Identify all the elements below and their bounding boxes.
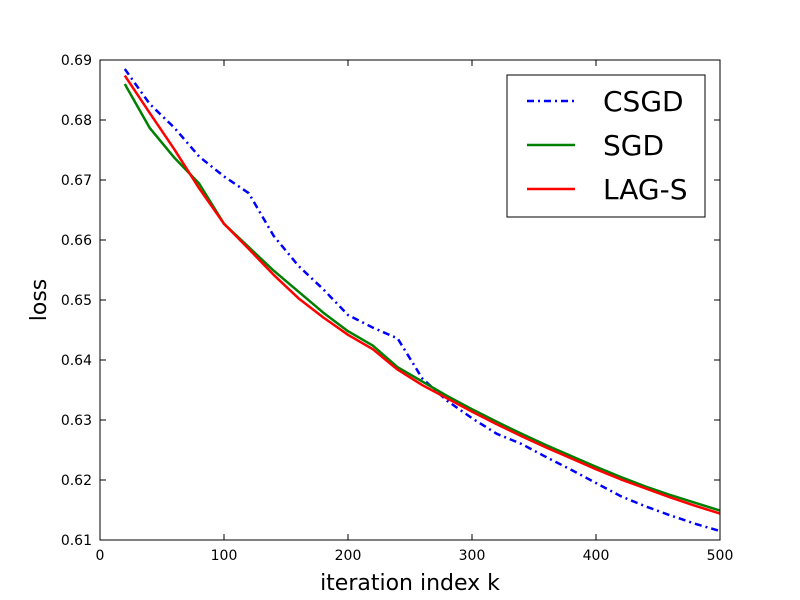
x-tick-label: 300 xyxy=(459,548,486,564)
axes-ticks: 0 100 200 300 400 500 0.61 0.62 0.63 0.64 0.65 0.66… xyxy=(61,53,734,564)
x-tick-label: 0 xyxy=(96,548,105,564)
series-line-lag-s xyxy=(123,74,721,515)
y-axis-label: loss xyxy=(27,279,52,322)
x-tick-label: 200 xyxy=(335,548,362,564)
y-tick-label: 0.62 xyxy=(61,473,92,489)
y-tick-label: 0.65 xyxy=(61,293,92,309)
series-line-csgd xyxy=(123,68,721,533)
legend-label: LAG-S xyxy=(603,173,687,206)
y-tick-label: 0.69 xyxy=(61,53,92,69)
legend-label: SGD xyxy=(603,129,664,162)
y-tick-label: 0.61 xyxy=(61,533,92,549)
x-tick-label: 400 xyxy=(583,548,610,564)
y-tick-label: 0.67 xyxy=(61,173,92,189)
y-tick-label: 0.66 xyxy=(61,233,92,249)
y-tick-label: 0.68 xyxy=(61,113,92,129)
x-axis-label: iteration index k xyxy=(320,571,500,596)
y-tick-label: 0.63 xyxy=(61,413,92,429)
legend-label: CSGD xyxy=(603,85,684,118)
x-tick-label: 100 xyxy=(211,548,238,564)
legend: CSGD SGD LAG-S xyxy=(506,74,706,218)
plot-area xyxy=(123,68,721,533)
x-tick-label: 500 xyxy=(707,548,734,564)
y-tick-label: 0.64 xyxy=(61,353,92,369)
